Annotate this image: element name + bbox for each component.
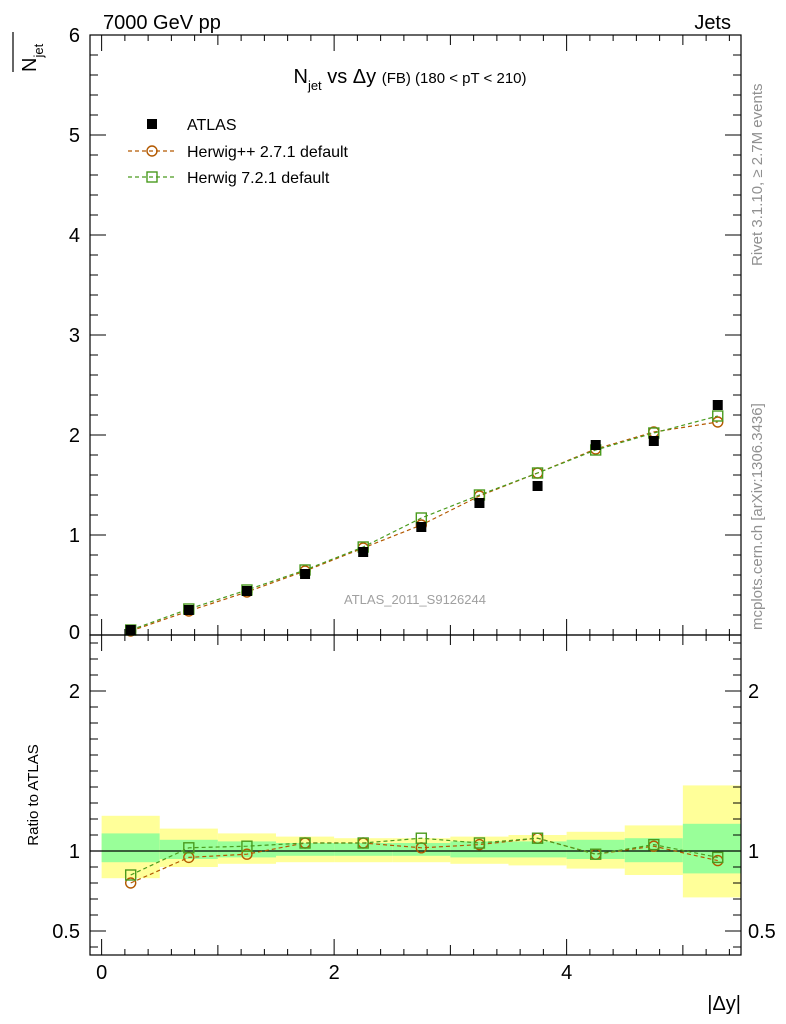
ratio-series-group bbox=[124, 832, 724, 889]
x-tick-label: 0 bbox=[96, 962, 107, 984]
legend-marker bbox=[146, 171, 158, 183]
legend-marker bbox=[147, 119, 157, 129]
ratio-line bbox=[130, 837, 718, 876]
ratio-point bbox=[712, 851, 724, 864]
band-green bbox=[101, 833, 160, 863]
ratio-point bbox=[299, 837, 311, 849]
axis-ticks: 0 2 4 0 1 2 3 4 5 6 0.5 0.5 1 1 2 2 bbox=[52, 25, 776, 984]
data-point bbox=[416, 522, 427, 532]
data-point bbox=[712, 400, 723, 410]
y-tick-label: 1 bbox=[69, 525, 80, 547]
ratio-uncertainty-bands bbox=[101, 785, 741, 898]
y-tick-label: 5 bbox=[69, 125, 80, 147]
ratio-frame bbox=[89, 634, 742, 956]
y-tick-label: 3 bbox=[69, 325, 80, 347]
chart-title: Njet vs Δy (FB) (180 < pT < 210) bbox=[293, 66, 526, 93]
source-label: mcplots.cern.ch [arXiv:1306.3436] bbox=[749, 403, 766, 630]
ratio-y-tick-label: 1 bbox=[748, 841, 759, 863]
data-point bbox=[590, 440, 601, 450]
legend-marker bbox=[146, 145, 158, 157]
legend-label: Herwig 7.2.1 default bbox=[187, 170, 330, 187]
y-tick-label: 0 bbox=[69, 622, 80, 644]
series-line bbox=[130, 415, 718, 631]
ratio-y-tick-label: 0.5 bbox=[748, 921, 776, 943]
y-tick-label: 4 bbox=[69, 225, 80, 247]
ratio-point bbox=[531, 832, 544, 844]
data-point bbox=[532, 481, 543, 491]
analysis-label: ATLAS_2011_S9126244 bbox=[344, 592, 486, 607]
band-green bbox=[508, 841, 567, 858]
legend: ATLAS Herwig++ 2.7.1 default Herwig 7.2.1 … bbox=[128, 117, 349, 187]
ylabel-subscript: jet bbox=[31, 43, 46, 58]
band-green bbox=[334, 843, 393, 856]
ratio-y-axis-label: Ratio to ATLAS bbox=[25, 744, 42, 845]
data-point bbox=[474, 498, 485, 508]
ratio-point bbox=[415, 832, 428, 844]
title-range: (180 < pT < 210) bbox=[411, 70, 527, 87]
legend-label: ATLAS bbox=[187, 117, 237, 134]
data-point bbox=[648, 436, 659, 446]
legend-label: Herwig++ 2.7.1 default bbox=[187, 144, 349, 161]
main-series-group bbox=[124, 400, 724, 637]
band-green bbox=[276, 843, 335, 856]
data-point bbox=[358, 547, 369, 557]
rivet-label: Rivet 3.1.10, ≥ 2.7M events bbox=[749, 84, 766, 267]
data-point bbox=[531, 467, 544, 479]
y-tick-label: 6 bbox=[69, 25, 80, 47]
x-tick-label: 2 bbox=[329, 962, 340, 984]
ratio-point bbox=[648, 838, 660, 851]
data-point bbox=[125, 625, 136, 635]
ratio-y-tick-label: 2 bbox=[69, 681, 80, 703]
data-point bbox=[712, 410, 724, 422]
data-point bbox=[712, 416, 724, 428]
title-tail: (FB) bbox=[382, 70, 411, 87]
band-green bbox=[682, 823, 741, 874]
main-y-axis-label: Njet bbox=[19, 43, 46, 72]
band-green bbox=[392, 843, 451, 856]
energy-label: 7000 GeV pp bbox=[103, 12, 221, 34]
title-mid: vs Δy bbox=[322, 66, 382, 88]
x-tick-label: 4 bbox=[561, 962, 572, 984]
ratio-point bbox=[241, 848, 253, 860]
svg-text:Njet: Njet bbox=[19, 43, 46, 72]
title-subscript: jet bbox=[307, 78, 322, 93]
ratio-point bbox=[124, 869, 137, 881]
ratio-y-tick-label: 1 bbox=[69, 841, 80, 863]
ratio-point bbox=[241, 840, 253, 852]
category-label: Jets bbox=[694, 12, 731, 34]
ratio-point bbox=[589, 848, 602, 860]
ratio-y-tick-label: 2 bbox=[748, 681, 759, 703]
data-point bbox=[241, 586, 252, 596]
data-point bbox=[300, 569, 311, 579]
ratio-point bbox=[357, 837, 369, 849]
x-axis-label: |Δy| bbox=[707, 993, 741, 1015]
ylabel-main: N bbox=[19, 58, 41, 72]
ratio-point bbox=[473, 837, 486, 849]
band-green bbox=[159, 839, 218, 859]
y-tick-label: 2 bbox=[69, 425, 80, 447]
title-main: N bbox=[293, 66, 307, 88]
ratio-point bbox=[124, 877, 137, 889]
ratio-point bbox=[183, 842, 195, 854]
data-point bbox=[183, 605, 194, 615]
ratio-y-tick-label: 0.5 bbox=[52, 921, 80, 943]
